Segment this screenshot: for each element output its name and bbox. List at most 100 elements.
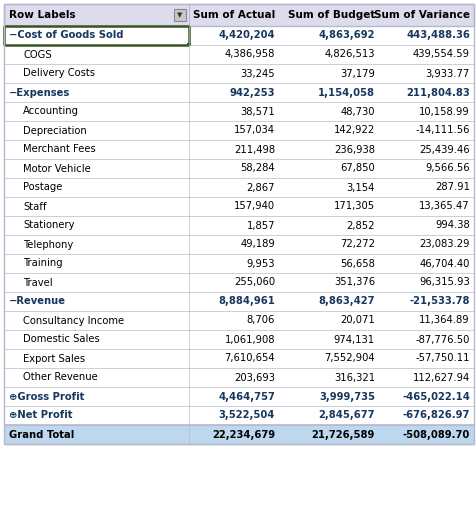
Text: 994.38: 994.38	[435, 221, 470, 231]
Text: Telephony: Telephony	[23, 240, 73, 250]
Text: 72,272: 72,272	[340, 240, 375, 250]
Text: 3,933.77: 3,933.77	[426, 69, 470, 79]
Bar	[4, 311, 474, 330]
Text: 67,850: 67,850	[340, 164, 375, 174]
Text: -57,750.11: -57,750.11	[416, 354, 470, 363]
Bar	[4, 349, 474, 368]
Text: 171,305: 171,305	[334, 202, 375, 212]
Text: 58,284: 58,284	[240, 164, 275, 174]
Text: 236,938: 236,938	[334, 145, 375, 155]
Text: 203,693: 203,693	[234, 372, 275, 382]
Text: 4,826,513: 4,826,513	[325, 50, 375, 60]
Bar	[4, 254, 474, 273]
Text: COGS: COGS	[23, 50, 51, 60]
Text: Motor Vehicle: Motor Vehicle	[23, 164, 91, 174]
Text: 157,940: 157,940	[234, 202, 275, 212]
Text: 7,552,904: 7,552,904	[324, 354, 375, 363]
Text: 443,488.36: 443,488.36	[406, 31, 470, 41]
Text: 157,034: 157,034	[234, 126, 275, 136]
Bar	[4, 197, 474, 216]
Bar	[4, 45, 474, 64]
Text: 1,857: 1,857	[247, 221, 275, 231]
Text: 23,083.29: 23,083.29	[419, 240, 470, 250]
Bar	[4, 140, 474, 159]
Text: -508,089.70: -508,089.70	[403, 429, 470, 439]
Text: 4,863,692: 4,863,692	[318, 31, 375, 41]
Text: 3,999,735: 3,999,735	[319, 391, 375, 401]
Bar	[4, 26, 474, 45]
Bar	[4, 292, 474, 311]
Text: −Revenue: −Revenue	[9, 297, 66, 306]
Text: Domestic Sales: Domestic Sales	[23, 335, 100, 344]
Text: 21,726,589: 21,726,589	[312, 429, 375, 439]
Text: Staff: Staff	[23, 202, 47, 212]
Bar	[4, 159, 474, 178]
Text: 48,730: 48,730	[340, 107, 375, 117]
Text: ⊕Net Profit: ⊕Net Profit	[9, 410, 72, 420]
Text: 1,061,908: 1,061,908	[225, 335, 275, 344]
Text: 49,189: 49,189	[240, 240, 275, 250]
Bar	[4, 121, 474, 140]
Text: Travel: Travel	[23, 278, 53, 288]
Bar	[174, 9, 186, 21]
Bar	[4, 64, 474, 83]
Text: 439,554.59: 439,554.59	[413, 50, 470, 60]
Text: 38,571: 38,571	[240, 107, 275, 117]
Text: 2,845,677: 2,845,677	[318, 410, 375, 420]
Text: 255,060: 255,060	[234, 278, 275, 288]
Bar	[4, 235, 474, 254]
Text: -87,776.50: -87,776.50	[416, 335, 470, 344]
Text: 8,863,427: 8,863,427	[318, 297, 375, 306]
Text: 33,245: 33,245	[240, 69, 275, 79]
Bar	[4, 102, 474, 121]
Text: 9,953: 9,953	[247, 259, 275, 269]
Text: Delivery Costs: Delivery Costs	[23, 69, 95, 79]
Text: 20,071: 20,071	[340, 316, 375, 325]
Text: Grand Total: Grand Total	[9, 429, 74, 439]
Text: 22,234,679: 22,234,679	[212, 429, 275, 439]
Text: 3,522,504: 3,522,504	[218, 410, 275, 420]
Text: 46,704.40: 46,704.40	[420, 259, 470, 269]
Text: 316,321: 316,321	[334, 372, 375, 382]
Text: 3,154: 3,154	[347, 183, 375, 193]
Text: 4,386,958: 4,386,958	[225, 50, 275, 60]
Bar	[4, 425, 474, 444]
Text: 974,131: 974,131	[334, 335, 375, 344]
Text: 8,884,961: 8,884,961	[218, 297, 275, 306]
Text: ⊕Gross Profit: ⊕Gross Profit	[9, 391, 84, 401]
Text: 287.91: 287.91	[435, 183, 470, 193]
Text: 351,376: 351,376	[334, 278, 375, 288]
Text: 25,439.46: 25,439.46	[419, 145, 470, 155]
Text: 142,922: 142,922	[334, 126, 375, 136]
Text: Accounting: Accounting	[23, 107, 79, 117]
Text: Postage: Postage	[23, 183, 62, 193]
Text: 9,566.56: 9,566.56	[426, 164, 470, 174]
Text: 211,498: 211,498	[234, 145, 275, 155]
Text: Row Labels: Row Labels	[9, 10, 76, 20]
Bar	[187, 43, 191, 47]
Bar	[4, 216, 474, 235]
Text: Training: Training	[23, 259, 63, 269]
Bar	[4, 4, 474, 26]
Text: Sum of Variance: Sum of Variance	[374, 10, 470, 20]
Text: 8,706: 8,706	[247, 316, 275, 325]
Text: −Expenses: −Expenses	[9, 88, 70, 98]
Text: Other Revenue: Other Revenue	[23, 372, 98, 382]
Text: -465,022.14: -465,022.14	[402, 391, 470, 401]
Text: 942,253: 942,253	[229, 88, 275, 98]
Bar	[4, 387, 474, 406]
Text: Consultancy Income: Consultancy Income	[23, 316, 124, 325]
Bar	[4, 368, 474, 387]
Text: 11,364.89: 11,364.89	[419, 316, 470, 325]
Text: 4,464,757: 4,464,757	[218, 391, 275, 401]
Text: 2,867: 2,867	[247, 183, 275, 193]
Text: Stationery: Stationery	[23, 221, 75, 231]
Text: Export Sales: Export Sales	[23, 354, 85, 363]
Text: 37,179: 37,179	[340, 69, 375, 79]
Text: 2,852: 2,852	[347, 221, 375, 231]
Text: 7,610,654: 7,610,654	[224, 354, 275, 363]
Text: 4,420,204: 4,420,204	[218, 31, 275, 41]
Text: -676,826.97: -676,826.97	[403, 410, 470, 420]
Text: 13,365.47: 13,365.47	[419, 202, 470, 212]
Text: -14,111.56: -14,111.56	[416, 126, 470, 136]
